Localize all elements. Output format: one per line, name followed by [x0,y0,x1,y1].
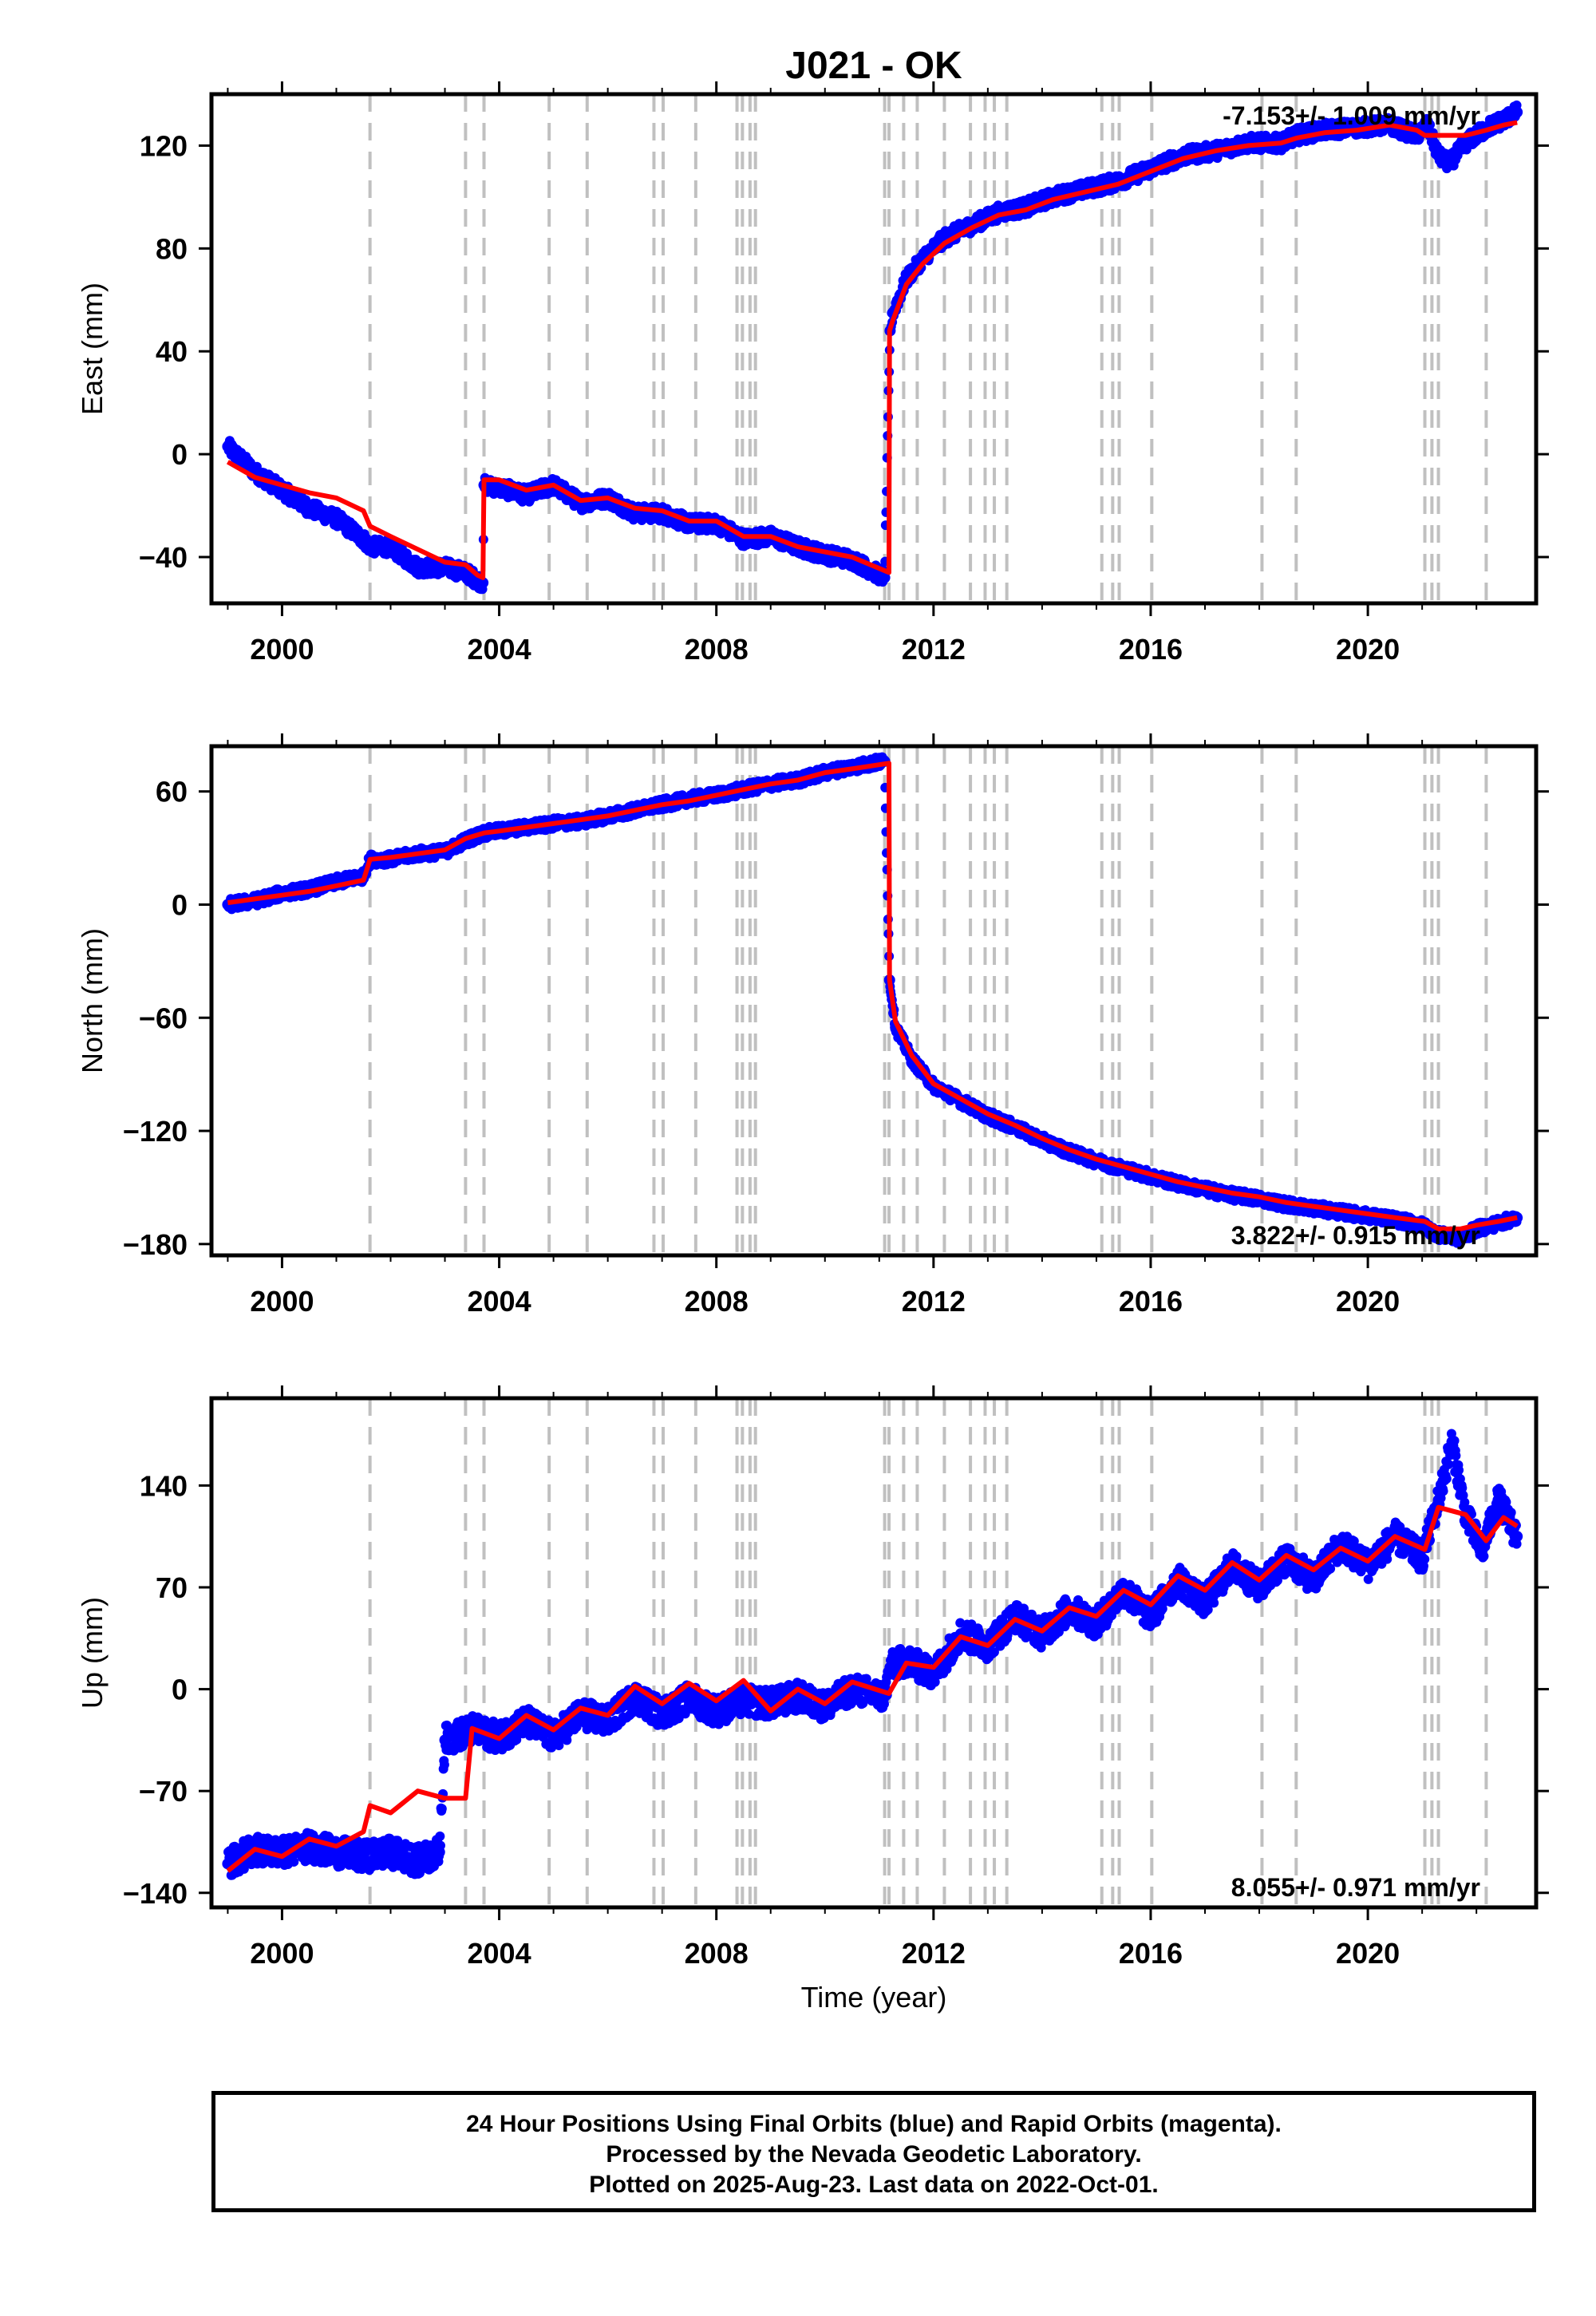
data-point [477,584,488,595]
x-tick-label: 2020 [1336,633,1400,666]
x-tick-label: 2012 [902,633,966,666]
chart-title: J021 - OK [785,45,962,87]
east-panel: 2000 2004 2008 2012 2016 2020 −40 0 40 80 120 East … [76,81,1549,666]
y-axis-label: East (mm) [76,283,109,415]
north-panel: 2000 2004 2008 2012 2016 2020−180−120−60060No… [76,733,1549,1318]
x-tick-label: 2000 [250,633,314,666]
y-tick-label: −40 [139,541,188,574]
y-tick-label: 120 [140,129,188,162]
x-tick-label: 2008 [685,633,749,666]
y-tick-label: 0 [172,438,188,471]
plot-frame [209,92,1539,606]
final-orbit-points [222,100,1523,595]
data-point [1511,100,1522,110]
final-orbit-points [222,752,1523,1248]
x-tick-label: 2016 [1119,633,1183,666]
y-tick-label: 40 [156,335,188,368]
data-point [1511,109,1521,119]
plot-area [222,746,1523,1255]
x-tick-label: 2004 [468,633,531,666]
rate-label: -7.153+/- 1.009 mm/yr [1223,101,1480,130]
data-point [1425,120,1436,130]
data-point [878,577,888,587]
model-line [226,120,1518,580]
plot-area [222,94,1523,603]
y-tick-label: 80 [156,232,188,265]
